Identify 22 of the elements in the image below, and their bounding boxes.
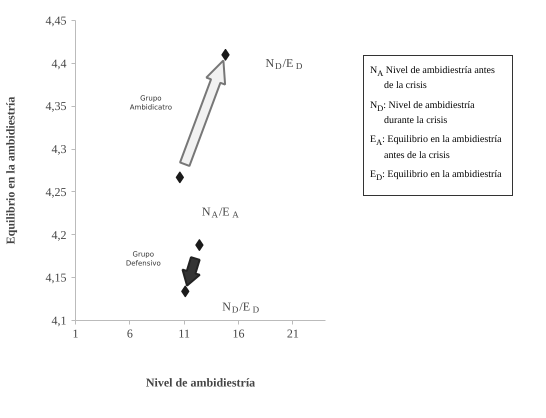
x-tick-label: 11 — [178, 326, 190, 340]
text: E$_{D}$: Equilibrio en la ambidiestría — [370, 168, 503, 184]
text: N$_{A}$ Nivel de ambidiestría antes de la crisis — [370, 64, 496, 93]
text: N$_{D}$: Nivel de ambidiestría durante la crisis — [370, 98, 476, 128]
y-tick-label: 4,15 — [46, 270, 66, 285]
y-tick-label: 4,35 — [46, 99, 66, 114]
y-axis-title: Equilibrio en la ambidiestría — [4, 96, 18, 244]
x-tick-label: 16 — [232, 326, 245, 340]
point — [195, 239, 204, 252]
y-tick-label: 4,45 — [46, 14, 66, 28]
point — [176, 171, 184, 184]
y-tick-label: 4,25 — [46, 184, 66, 199]
y-tick-label: 4,1 — [52, 314, 66, 328]
x-tick-label: 6 — [126, 326, 133, 340]
y-tick-label: 4,4 — [52, 56, 66, 70]
y-tick-label: 4,3 — [52, 142, 66, 156]
x-tick-label: 21 — [286, 326, 299, 340]
point — [221, 48, 230, 61]
x-tick-label: 1 — [72, 326, 78, 340]
y-tick-label: 4,2 — [52, 228, 66, 242]
x-axis-title: Nivel de ambidiestría — [146, 376, 256, 390]
text: E$_{A}$: Equilibrio en la ambidiestría antes de la crisis — [370, 133, 503, 162]
